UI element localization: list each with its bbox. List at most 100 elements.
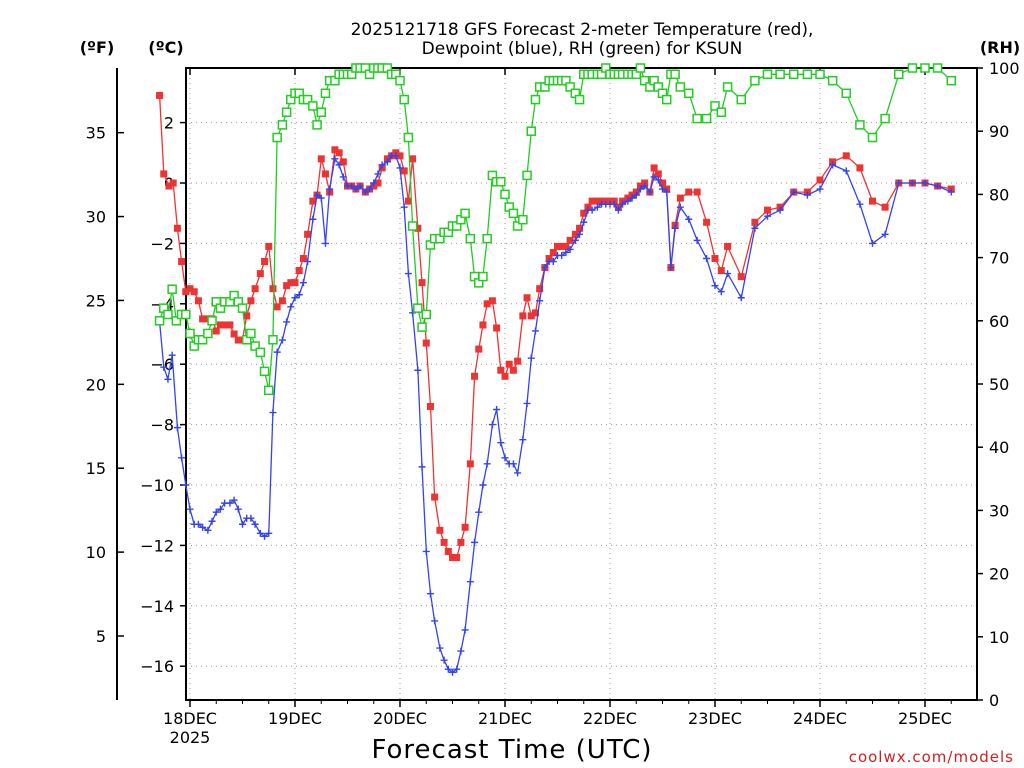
celsius-tick-label: −6	[150, 355, 174, 374]
dewpoint-point	[566, 245, 574, 253]
celsius-tick-label: −14	[140, 597, 174, 616]
rh-tick-label: 90	[989, 122, 1009, 141]
dewpoint-point	[703, 255, 711, 262]
dewpoint-point	[392, 152, 400, 160]
credit-link[interactable]: coolwx.com/models	[849, 748, 1014, 766]
dewpoint-point	[261, 532, 269, 540]
fahrenheit-tick-label: 30	[86, 208, 106, 227]
temperature-point	[580, 209, 588, 217]
rh-tick-label: 20	[989, 565, 1009, 584]
temperature-point	[273, 303, 281, 311]
dewpoint-point	[309, 215, 317, 223]
relative-humidity-point	[500, 189, 510, 200]
temperature-point	[856, 164, 864, 172]
fahrenheit-tick-label: 5	[96, 627, 106, 646]
temperature-point	[169, 179, 177, 187]
dewpoint-point	[251, 520, 259, 528]
dewpoint-point	[414, 366, 422, 374]
temperature-point	[717, 267, 725, 275]
relative-humidity-point	[237, 303, 248, 313]
dewpoint-point	[440, 656, 448, 664]
dewpoint-point	[580, 218, 588, 226]
dewpoint-point	[230, 496, 238, 504]
relative-humidity-point	[675, 82, 686, 92]
dewpoint-point	[204, 526, 212, 534]
relative-humidity-point	[281, 107, 292, 117]
relative-humidity-point	[946, 75, 956, 86]
relative-humidity-point	[163, 309, 173, 320]
x-tick-label: 19DEC	[268, 709, 322, 728]
dewpoint-point	[256, 529, 264, 537]
relative-humidity-point	[496, 177, 506, 187]
dewpoint-point	[641, 182, 649, 190]
temperature-point	[261, 258, 269, 266]
temperature-point	[216, 321, 224, 329]
celsius-tick-label: −10	[140, 476, 174, 495]
dewpoint-point	[361, 188, 369, 196]
dewpoint-point	[588, 206, 596, 214]
dewpoint-point	[356, 182, 364, 190]
dewpoint-point	[659, 185, 666, 193]
dewpoint-point	[304, 258, 312, 266]
relative-humidity-point	[272, 132, 282, 143]
temperature-point	[400, 167, 408, 175]
temperature-point	[194, 297, 202, 305]
dewpoint-point	[173, 424, 181, 432]
celsius-tick-label: −2	[150, 234, 174, 253]
relative-humidity-point	[181, 309, 191, 320]
temperature-point	[291, 279, 299, 287]
dewpoint-point	[317, 194, 325, 202]
rh-tick-label: 60	[989, 312, 1009, 331]
relative-humidity-point	[277, 120, 288, 130]
celsius-tick-label: −12	[140, 536, 174, 555]
relative-humidity-point	[316, 107, 326, 117]
relative-humidity-point	[512, 221, 523, 231]
temperature-point	[471, 372, 479, 380]
rh-tick-label: 70	[989, 249, 1009, 268]
x-tick-label: 25DEC	[898, 709, 952, 728]
dewpoint-point	[366, 185, 374, 193]
temperature-point	[549, 248, 557, 256]
temperature-point	[243, 312, 251, 320]
relative-humidity-point	[855, 120, 865, 130]
fahrenheit-tick-label: 35	[86, 124, 106, 143]
dewpoint-point	[239, 520, 246, 528]
temperature-point	[304, 230, 312, 238]
temperature-point	[751, 218, 759, 226]
rh-axis-unit: (RH)	[980, 38, 1020, 57]
temperature-point	[190, 288, 198, 296]
temperature-point	[659, 179, 666, 187]
relative-humidity-point	[789, 69, 799, 80]
temperature-point	[519, 312, 527, 320]
dewpoint-point	[676, 203, 684, 211]
temperature-point	[488, 297, 496, 305]
relative-humidity-point	[920, 63, 930, 73]
fahrenheit-tick-label: 10	[86, 543, 106, 562]
relative-humidity-point	[880, 113, 890, 124]
temperature-point	[339, 158, 347, 166]
temperature-point	[374, 179, 382, 187]
dewpoint-point	[374, 170, 382, 178]
temperature-point	[693, 188, 701, 196]
relative-humidity-point	[526, 126, 536, 136]
temperature-point	[444, 547, 452, 555]
relative-humidity-point	[722, 82, 733, 92]
relative-humidity-point	[692, 113, 702, 124]
dewpoint-point	[313, 191, 321, 199]
dewpoint-point	[803, 191, 811, 199]
dewpoint-point	[536, 297, 544, 305]
dewpoint-point	[737, 294, 745, 302]
temperature-point	[199, 315, 207, 323]
dewpoint-point	[295, 291, 303, 299]
relative-humidity-point	[508, 208, 519, 219]
temperature-point	[331, 146, 339, 154]
x-axis-title: Forecast Time (UTC)	[371, 735, 652, 765]
dewpoint-point	[299, 279, 307, 287]
relative-humidity-point	[465, 233, 476, 244]
dewpoint-point	[829, 161, 837, 169]
dewpoint-point	[816, 185, 824, 193]
dewpoint-point	[370, 179, 378, 187]
temperature-point	[226, 321, 234, 329]
temperature-point	[531, 309, 539, 317]
dewpoint-point	[475, 508, 483, 516]
